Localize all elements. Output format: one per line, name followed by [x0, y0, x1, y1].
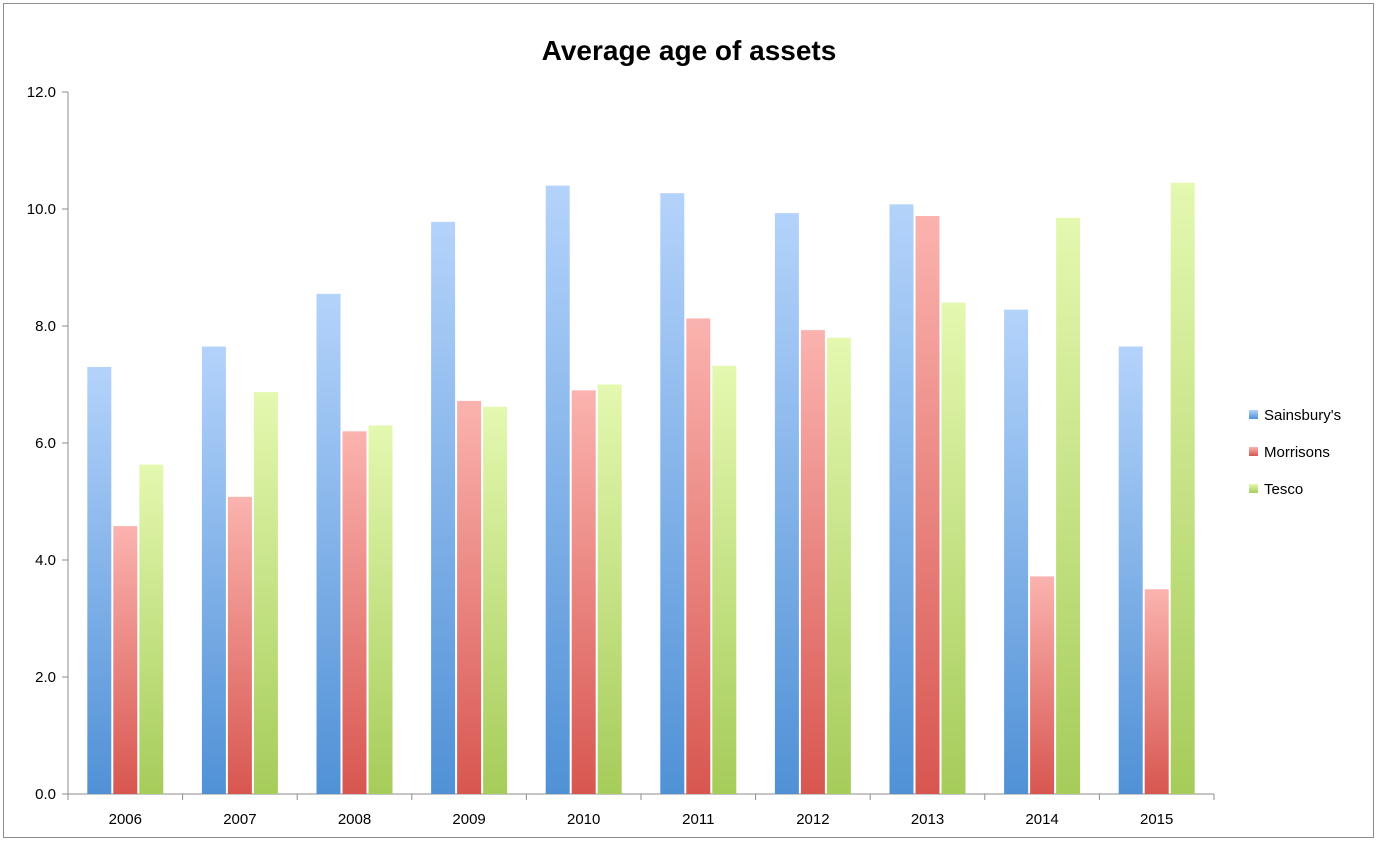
legend-swatch	[1249, 484, 1258, 493]
bar-morrisons-2014	[1030, 576, 1055, 794]
bar-sainsbury-s-2014	[1004, 309, 1029, 794]
chart-frame: Average age of assets 0.0 2.0 4.0 6.0 8.0 10.…	[3, 3, 1374, 838]
bar-tesco-2006	[139, 464, 164, 794]
y-tick-label: 12.0	[27, 84, 56, 101]
bar-tesco-2008	[368, 425, 393, 794]
bar-sainsbury-s-2010	[545, 185, 570, 795]
bar-tesco-2010	[597, 384, 622, 794]
legend-label: Tesco	[1264, 481, 1303, 498]
legend-label: Morrisons	[1264, 444, 1330, 461]
x-tick-label: 2009	[452, 811, 485, 828]
legend: Sainsbury's Morrisons Tesco	[1249, 407, 1341, 498]
bar-morrisons-2006	[113, 526, 138, 794]
y-tick-label: 6.0	[35, 435, 56, 452]
x-tick-label: 2012	[796, 811, 829, 828]
x-axis: 2006 2007 2008 2009 2010 2011 2012 2013 2014 2015	[67, 793, 1215, 828]
x-tick-label: 2014	[1025, 811, 1058, 828]
bar-sainsbury-s-2013	[889, 204, 914, 794]
legend-swatch	[1249, 447, 1258, 456]
bar-tesco-2007	[253, 392, 278, 794]
bar-sainsbury-s-2011	[660, 193, 685, 794]
y-tick-label: 8.0	[35, 318, 56, 335]
bars	[87, 182, 1195, 795]
bar-sainsbury-s-2007	[201, 346, 226, 794]
y-tick-label: 10.0	[27, 201, 56, 218]
legend-label: Sainsbury's	[1264, 407, 1341, 424]
bar-sainsbury-s-2009	[431, 221, 456, 794]
bar-morrisons-2008	[342, 431, 367, 794]
bar-tesco-2015	[1170, 182, 1195, 795]
bar-tesco-2011	[712, 365, 737, 794]
y-axis: 0.0 2.0 4.0 6.0 8.0 10.0 12.0	[27, 84, 69, 803]
bar-tesco-2014	[1056, 217, 1081, 794]
y-tick-label: 4.0	[35, 552, 56, 569]
bar-morrisons-2015	[1144, 589, 1169, 794]
legend-swatch	[1249, 410, 1258, 419]
x-tick-label: 2013	[911, 811, 944, 828]
x-tick-label: 2010	[567, 811, 600, 828]
x-tick-label: 2011	[682, 811, 714, 828]
x-tick-label: 2015	[1140, 811, 1173, 828]
y-tick-label: 2.0	[35, 669, 56, 686]
bar-sainsbury-s-2006	[87, 366, 112, 794]
bar-morrisons-2011	[686, 318, 711, 794]
chart-title: Average age of assets	[542, 35, 837, 66]
bar-morrisons-2010	[571, 390, 596, 794]
y-tick-label: 0.0	[35, 786, 56, 803]
bar-sainsbury-s-2008	[316, 293, 341, 794]
x-tick-label: 2007	[223, 811, 256, 828]
bar-tesco-2009	[483, 406, 508, 794]
bar-tesco-2013	[941, 302, 966, 794]
bar-sainsbury-s-2012	[774, 213, 799, 795]
bar-sainsbury-s-2015	[1118, 346, 1143, 794]
bar-chart: Average age of assets 0.0 2.0 4.0 6.0 8.0 10.…	[27, 35, 1341, 828]
bar-morrisons-2013	[915, 216, 940, 794]
bar-morrisons-2009	[457, 400, 482, 794]
x-tick-label: 2006	[109, 811, 142, 828]
bar-morrisons-2007	[227, 496, 252, 794]
bar-tesco-2012	[826, 337, 851, 794]
x-tick-label: 2008	[338, 811, 371, 828]
bar-morrisons-2012	[800, 330, 825, 794]
